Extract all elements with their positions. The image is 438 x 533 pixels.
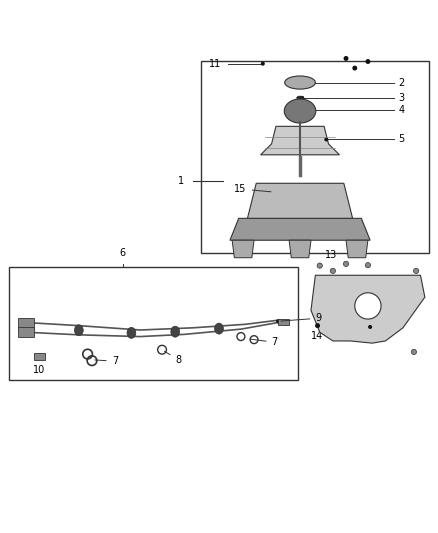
Ellipse shape [127, 327, 136, 338]
Ellipse shape [171, 326, 180, 337]
Circle shape [325, 138, 328, 141]
Circle shape [310, 82, 312, 84]
Polygon shape [261, 126, 339, 155]
Polygon shape [311, 275, 425, 343]
Circle shape [344, 56, 348, 60]
Ellipse shape [343, 261, 349, 266]
Circle shape [301, 96, 304, 99]
Text: 5: 5 [399, 134, 405, 144]
Ellipse shape [411, 349, 417, 354]
Ellipse shape [317, 263, 322, 268]
Bar [9, 266, 298, 381]
Text: 7: 7 [95, 356, 118, 366]
Text: 11: 11 [209, 59, 221, 69]
Ellipse shape [74, 325, 83, 336]
Text: 1: 1 [178, 176, 184, 186]
Ellipse shape [215, 323, 223, 334]
Text: 8: 8 [164, 351, 181, 365]
Circle shape [353, 66, 357, 70]
Ellipse shape [365, 263, 371, 268]
Circle shape [312, 109, 314, 111]
Text: 7: 7 [250, 337, 278, 348]
Text: 3: 3 [399, 93, 405, 103]
Circle shape [261, 62, 264, 65]
Ellipse shape [297, 96, 304, 100]
Circle shape [366, 60, 370, 63]
Polygon shape [232, 240, 254, 258]
Text: 6: 6 [120, 248, 126, 258]
Ellipse shape [355, 293, 381, 319]
Text: 14: 14 [311, 332, 324, 341]
Ellipse shape [330, 268, 336, 273]
Text: 9: 9 [281, 313, 321, 323]
Polygon shape [247, 183, 353, 219]
Bar [201, 61, 429, 253]
Ellipse shape [284, 99, 316, 123]
Polygon shape [289, 240, 311, 258]
Bar [18, 318, 34, 329]
Text: 12: 12 [364, 332, 376, 341]
Text: 15: 15 [234, 184, 271, 194]
Text: 13: 13 [325, 250, 337, 260]
Circle shape [369, 326, 371, 328]
Circle shape [316, 324, 319, 327]
Bar [18, 327, 34, 337]
Text: 2: 2 [399, 78, 405, 88]
Text: 10: 10 [33, 365, 46, 375]
Polygon shape [230, 219, 370, 240]
Ellipse shape [413, 268, 419, 273]
Polygon shape [346, 240, 368, 258]
Ellipse shape [285, 76, 315, 89]
Circle shape [277, 320, 279, 322]
Text: 4: 4 [399, 105, 405, 115]
Bar [278, 319, 289, 325]
Bar [34, 353, 45, 360]
